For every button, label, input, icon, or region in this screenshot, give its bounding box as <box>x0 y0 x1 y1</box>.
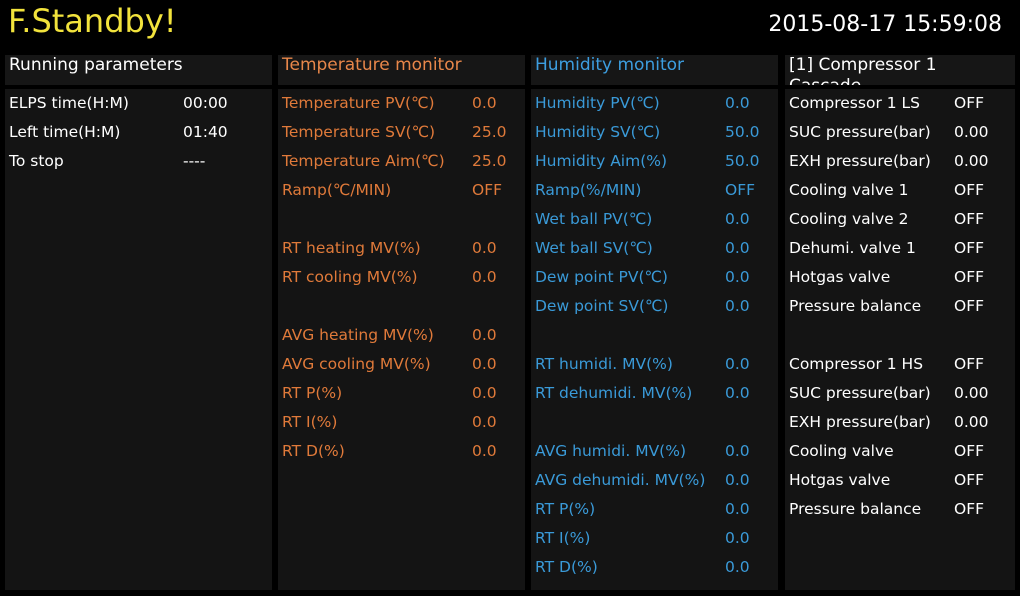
param-value: OFF <box>954 355 985 373</box>
param-value: 0.0 <box>472 94 497 112</box>
param-label: To stop <box>9 152 64 170</box>
param-value: 0.0 <box>725 500 750 518</box>
status-title: F.Standby! <box>8 2 177 40</box>
param-label: EXH pressure(bar) <box>789 152 931 170</box>
param-label: Dew point PV(℃) <box>535 268 668 286</box>
param-value: 50.0 <box>725 123 760 141</box>
panel-header: Temperature monitor <box>278 55 525 85</box>
panel-header: Running parameters <box>5 55 272 85</box>
param-value: OFF <box>954 181 985 199</box>
param-value: OFF <box>954 268 985 286</box>
param-label: RT I(%) <box>282 413 338 431</box>
param-value: OFF <box>954 94 985 112</box>
param-label: RT I(%) <box>535 529 591 547</box>
panel-body <box>785 89 1015 590</box>
param-value: 0.00 <box>954 413 989 431</box>
param-value: OFF <box>954 297 985 315</box>
param-value: ---- <box>183 152 206 170</box>
param-value: 0.0 <box>472 384 497 402</box>
param-value: OFF <box>954 471 985 489</box>
param-label: Temperature PV(℃) <box>282 94 435 112</box>
param-value: 0.0 <box>472 355 497 373</box>
param-value: 0.0 <box>725 210 750 228</box>
param-label: Hotgas valve <box>789 268 891 286</box>
param-label: Temperature SV(℃) <box>282 123 436 141</box>
param-value: 0.0 <box>725 471 750 489</box>
param-label: RT dehumidi. MV(%) <box>535 384 693 402</box>
param-value: 0.0 <box>725 384 750 402</box>
param-label: Hotgas valve <box>789 471 891 489</box>
param-value: 0.0 <box>725 239 750 257</box>
param-value: 0.0 <box>725 529 750 547</box>
param-value: 25.0 <box>472 152 507 170</box>
param-value: 0.0 <box>472 326 497 344</box>
param-label: SUC pressure(bar) <box>789 384 931 402</box>
param-label: Compressor 1 LS <box>789 94 921 112</box>
datetime: 2015-08-17 15:59:08 <box>768 12 1002 37</box>
param-label: Wet ball PV(℃) <box>535 210 653 228</box>
param-value: 25.0 <box>472 123 507 141</box>
param-label: RT D(%) <box>282 442 345 460</box>
param-value: 0.00 <box>954 123 989 141</box>
param-label: Ramp(℃/MIN) <box>282 181 392 199</box>
param-value: OFF <box>472 181 503 199</box>
param-label: Cooling valve 2 <box>789 210 909 228</box>
param-label: Humidity PV(℃) <box>535 94 660 112</box>
param-label: EXH pressure(bar) <box>789 413 931 431</box>
param-label: Temperature Aim(℃) <box>282 152 445 170</box>
param-value: 0.00 <box>954 152 989 170</box>
param-value: 0.0 <box>472 268 497 286</box>
param-value: 0.0 <box>725 355 750 373</box>
param-label: Cooling valve 1 <box>789 181 909 199</box>
param-label: AVG humidi. MV(%) <box>535 442 687 460</box>
param-value: OFF <box>954 210 985 228</box>
panel-header: [1] Compressor 1 Cascade <box>785 55 1015 85</box>
param-label: RT cooling MV(%) <box>282 268 418 286</box>
param-label: RT D(%) <box>535 558 598 576</box>
param-value: OFF <box>954 442 985 460</box>
param-label: ELPS time(H:M) <box>9 94 129 112</box>
param-label: Left time(H:M) <box>9 123 121 141</box>
param-value: 0.0 <box>725 442 750 460</box>
param-label: Humidity Aim(%) <box>535 152 668 170</box>
param-value: OFF <box>725 181 756 199</box>
param-label: RT P(%) <box>535 500 596 518</box>
param-value: 0.0 <box>472 239 497 257</box>
param-value: 0.0 <box>472 442 497 460</box>
param-label: Pressure balance <box>789 297 922 315</box>
param-value: 0.0 <box>725 94 750 112</box>
param-label: Dew point SV(℃) <box>535 297 669 315</box>
panel-header: Humidity monitor <box>531 55 778 85</box>
param-value: 0.0 <box>725 558 750 576</box>
param-value: 01:40 <box>183 123 228 141</box>
param-label: Compressor 1 HS <box>789 355 924 373</box>
param-value: 0.0 <box>725 268 750 286</box>
param-label: Dehumi. valve 1 <box>789 239 916 257</box>
param-label: Cooling valve <box>789 442 894 460</box>
param-label: Wet ball SV(℃) <box>535 239 653 257</box>
param-label: AVG dehumidi. MV(%) <box>535 471 706 489</box>
param-value: 00:00 <box>183 94 228 112</box>
param-label: SUC pressure(bar) <box>789 123 931 141</box>
param-value: OFF <box>954 500 985 518</box>
param-value: 50.0 <box>725 152 760 170</box>
param-label: AVG cooling MV(%) <box>282 355 431 373</box>
param-label: RT heating MV(%) <box>282 239 421 257</box>
panel-body <box>5 89 272 590</box>
panel-body <box>278 89 525 590</box>
param-value: 0.0 <box>725 297 750 315</box>
param-label: Ramp(%/MIN) <box>535 181 642 199</box>
param-label: AVG heating MV(%) <box>282 326 434 344</box>
param-label: Humidity SV(℃) <box>535 123 661 141</box>
param-value: 0.0 <box>472 413 497 431</box>
param-label: Pressure balance <box>789 500 922 518</box>
param-label: RT P(%) <box>282 384 343 402</box>
param-value: OFF <box>954 239 985 257</box>
param-value: 0.00 <box>954 384 989 402</box>
param-label: RT humidi. MV(%) <box>535 355 673 373</box>
panel-body <box>531 89 778 590</box>
